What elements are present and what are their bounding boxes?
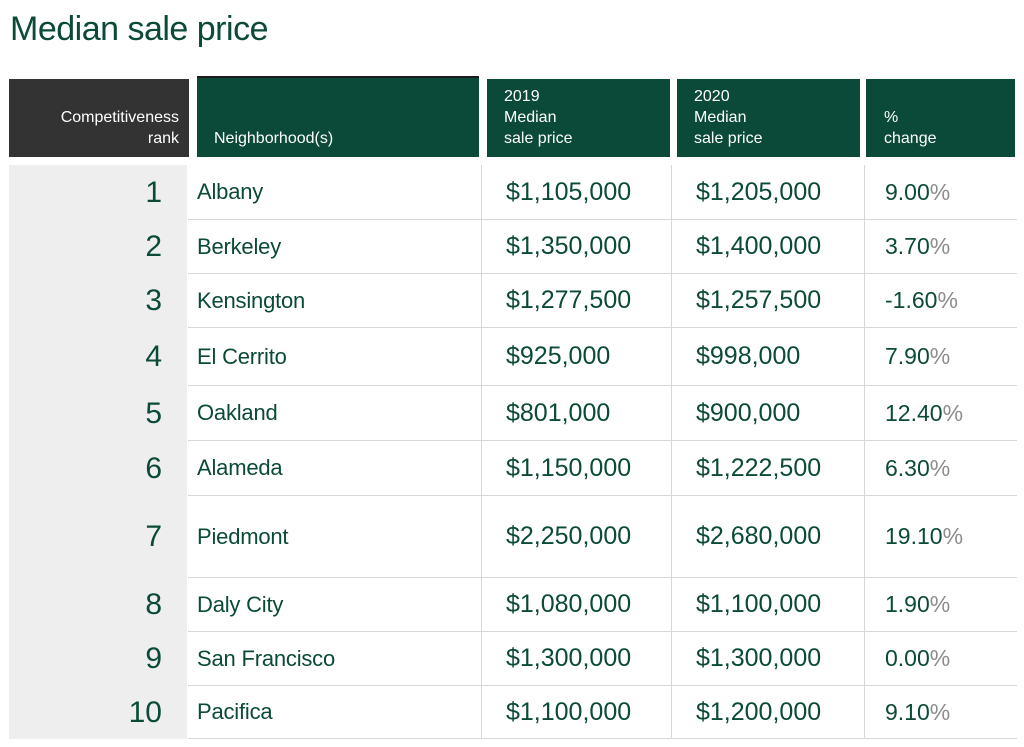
percent-sign: % [942, 523, 964, 549]
header-rank: Competitiveness rank [9, 79, 189, 157]
price-2020-cell: $1,200,000 [671, 686, 864, 738]
price-2019-cell: $1,105,000 [481, 165, 671, 219]
table-row: Piedmont $2,250,000 $2,680,000 19.10% [188, 496, 1017, 578]
percent-sign: % [929, 698, 951, 725]
percent-change-cell: 9.10% [864, 686, 1017, 738]
price-2020-cell: $1,400,000 [671, 220, 864, 273]
percent-value: 9.10 [885, 698, 930, 725]
rank-number: 5 [145, 396, 162, 430]
header-pct-line2: change [884, 130, 937, 147]
percent-change-cell: 12.40% [864, 386, 1017, 440]
table-row: Kensington $1,277,500 $1,257,500 -1.60% [188, 274, 1017, 328]
percent-change-cell: 9.00% [864, 165, 1017, 219]
percent-value: 19.10 [885, 523, 943, 549]
header-2020: 2020 Median sale price [677, 79, 860, 157]
rank-number: 4 [145, 340, 162, 373]
neighborhood-cell: Pacifica [197, 699, 273, 724]
neighborhood-cell: Alameda [197, 455, 283, 480]
percent-value: -1.60 [885, 287, 938, 313]
percent-value: 6.30 [885, 454, 930, 481]
header-2019-line1: 2019 [504, 88, 540, 105]
rank-number: 9 [145, 642, 162, 675]
percent-value: 1.90 [885, 591, 930, 617]
header-2019: 2019 Median sale price [487, 79, 670, 157]
header-2019-line2: Median [504, 109, 557, 126]
percent-change-cell: 3.70% [864, 220, 1017, 273]
percent-sign: % [929, 645, 951, 671]
neighborhood-cell: Kensington [197, 287, 306, 313]
neighborhood-cell: El Cerrito [197, 343, 287, 369]
neighborhood-cell: Piedmont [197, 523, 289, 549]
price-2020-cell: $2,680,000 [671, 496, 864, 577]
percent-change-cell: -1.60% [864, 274, 1017, 327]
rank-number: 1 [145, 175, 162, 209]
header-2020-line1: 2020 [694, 88, 730, 105]
percent-sign: % [929, 454, 951, 481]
rank-number: 6 [145, 451, 162, 485]
table-row: Pacifica $1,100,000 $1,200,000 9.10% [188, 686, 1017, 739]
price-2020-cell: $1,257,500 [671, 274, 864, 327]
price-2019-cell: $801,000 [481, 386, 671, 440]
table-row: Albany $1,105,000 $1,205,000 9.00% [188, 165, 1017, 220]
header-rank-line1: Competitiveness [60, 109, 179, 126]
table-row: Oakland $801,000 $900,000 12.40% [188, 386, 1017, 441]
price-2019-cell: $925,000 [481, 328, 671, 385]
header-pct-line1: % [884, 109, 899, 126]
table-row: San Francisco $1,300,000 $1,300,000 0.00% [188, 632, 1017, 686]
neighborhood-cell: Daly City [197, 591, 284, 617]
table-row: Alameda $1,150,000 $1,222,500 6.30% [188, 441, 1017, 496]
table-row: Berkeley $1,350,000 $1,400,000 3.70% [188, 220, 1017, 274]
price-2020-cell: $900,000 [671, 386, 864, 440]
neighborhood-cell: Oakland [197, 400, 278, 425]
neighborhood-cell: Berkeley [197, 233, 281, 259]
rank-number: 10 [128, 695, 162, 729]
percent-value: 7.90 [885, 343, 930, 369]
header-2020-line2: Median [694, 109, 747, 126]
price-2020-cell: $1,300,000 [671, 632, 864, 685]
neighborhood-cell: San Francisco [197, 645, 336, 671]
percent-value: 0.00 [885, 645, 930, 671]
table-row: Daly City $1,080,000 $1,100,000 1.90% [188, 578, 1017, 632]
header-neighborhood-label: Neighborhood(s) [214, 130, 334, 147]
page-title: Median sale price [10, 10, 268, 48]
price-2019-cell: $1,300,000 [481, 632, 671, 685]
percent-change-cell: 1.90% [864, 578, 1017, 631]
rank-column-background [9, 165, 187, 739]
price-2019-cell: $1,277,500 [481, 274, 671, 327]
price-2020-cell: $1,222,500 [671, 441, 864, 495]
rank-number: 3 [145, 284, 162, 317]
percent-sign: % [929, 233, 951, 259]
price-2020-cell: $1,205,000 [671, 165, 864, 219]
percent-value: 12.40 [885, 399, 943, 426]
rank-number: 2 [145, 230, 162, 263]
percent-sign: % [929, 591, 951, 617]
percent-change-cell: 19.10% [864, 496, 1017, 577]
header-rank-line2: rank [147, 130, 179, 147]
percent-sign: % [937, 287, 958, 313]
price-2020-cell: $998,000 [671, 328, 864, 385]
table-row: El Cerrito $925,000 $998,000 7.90% [188, 328, 1017, 386]
percent-sign: % [942, 399, 964, 426]
rank-number: 7 [145, 520, 162, 553]
header-2019-line3: sale price [504, 130, 573, 147]
price-2019-cell: $2,250,000 [481, 496, 671, 577]
header-2020-line3: sale price [694, 130, 763, 147]
price-2019-cell: $1,080,000 [481, 578, 671, 631]
percent-change-cell: 7.90% [864, 328, 1017, 385]
rank-number: 8 [145, 588, 162, 621]
price-2019-cell: $1,150,000 [481, 441, 671, 495]
price-2019-cell: $1,100,000 [481, 686, 671, 738]
percent-value: 3.70 [885, 233, 930, 259]
header-neighborhood: Neighborhood(s) [197, 76, 479, 157]
price-2020-cell: $1,100,000 [671, 578, 864, 631]
percent-sign: % [929, 178, 951, 205]
header-percent-change: % change [866, 79, 1015, 157]
percent-change-cell: 6.30% [864, 441, 1017, 495]
price-2019-cell: $1,350,000 [481, 220, 671, 273]
neighborhood-cell: Albany [197, 179, 264, 204]
percent-change-cell: 0.00% [864, 632, 1017, 685]
percent-sign: % [929, 343, 951, 369]
percent-value: 9.00 [885, 178, 930, 205]
